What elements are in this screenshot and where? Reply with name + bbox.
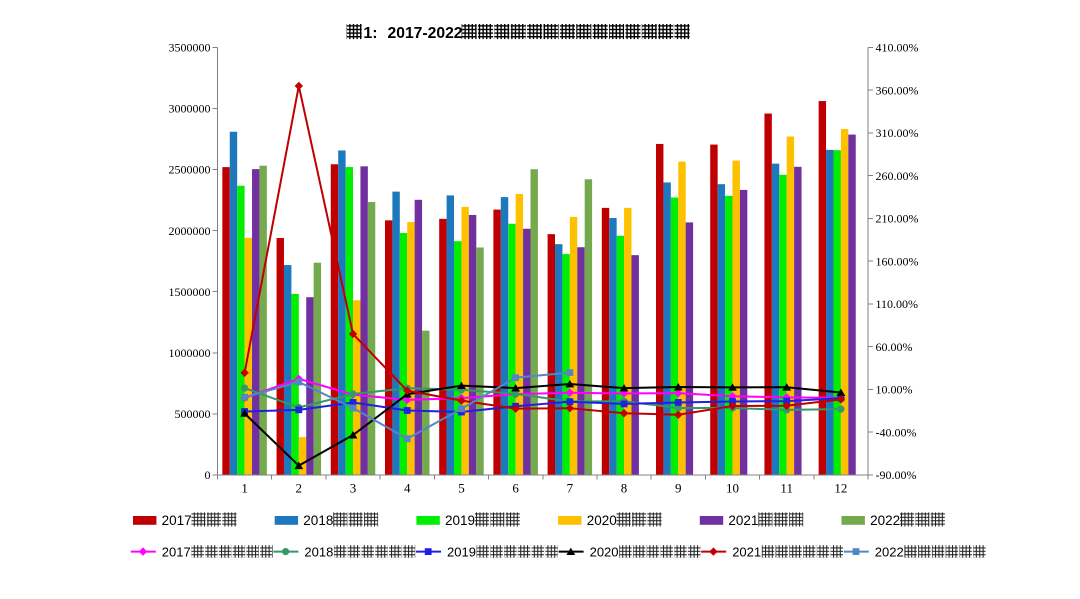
- svg-text:3500000: 3500000: [169, 41, 211, 55]
- svg-text:-40.00%: -40.00%: [876, 425, 917, 439]
- svg-text:7: 7: [567, 481, 574, 496]
- svg-text:2020: 2020: [587, 513, 617, 528]
- svg-text:2017: 2017: [162, 513, 192, 528]
- svg-text:410.00%: 410.00%: [876, 41, 919, 55]
- svg-text:3000000: 3000000: [169, 102, 211, 116]
- svg-text:210.00%: 210.00%: [876, 212, 919, 226]
- svg-text:0: 0: [205, 468, 211, 482]
- svg-text:60.00%: 60.00%: [876, 340, 913, 354]
- svg-text:11: 11: [780, 481, 793, 496]
- svg-text:260.00%: 260.00%: [876, 169, 919, 183]
- svg-text:12: 12: [834, 481, 847, 496]
- svg-text:2022: 2022: [870, 513, 900, 528]
- svg-text:8: 8: [621, 481, 628, 496]
- svg-text:5: 5: [458, 481, 465, 496]
- svg-text:160.00%: 160.00%: [876, 254, 919, 268]
- svg-text:2019: 2019: [447, 544, 476, 559]
- svg-text:2017: 2017: [162, 544, 191, 559]
- svg-text:1000000: 1000000: [169, 346, 211, 360]
- svg-text:2021: 2021: [728, 513, 758, 528]
- svg-text:2000000: 2000000: [169, 224, 211, 238]
- svg-text:3: 3: [350, 481, 357, 496]
- svg-text:6: 6: [512, 481, 519, 496]
- svg-text:10: 10: [726, 481, 739, 496]
- svg-text:1: 1: [241, 481, 248, 496]
- svg-text:110.00%: 110.00%: [876, 297, 919, 311]
- svg-text:9: 9: [675, 481, 682, 496]
- svg-text:360.00%: 360.00%: [876, 83, 919, 97]
- svg-text:2500000: 2500000: [169, 163, 211, 177]
- svg-text:310.00%: 310.00%: [876, 126, 919, 140]
- svg-text:2: 2: [296, 481, 303, 496]
- svg-text:2019: 2019: [445, 513, 475, 528]
- svg-text:2018: 2018: [304, 544, 333, 559]
- svg-text:2018: 2018: [303, 513, 333, 528]
- svg-text:1:: 1:: [363, 25, 377, 42]
- svg-text:2021: 2021: [732, 544, 761, 559]
- svg-text:2017-2022: 2017-2022: [388, 25, 463, 42]
- svg-text:-90.00%: -90.00%: [876, 468, 917, 482]
- svg-text:4: 4: [404, 481, 411, 496]
- svg-text:2022: 2022: [875, 544, 904, 559]
- svg-text:10.00%: 10.00%: [876, 383, 913, 397]
- svg-text:500000: 500000: [175, 407, 211, 421]
- svg-text:1500000: 1500000: [169, 285, 211, 299]
- svg-text:2020: 2020: [590, 544, 619, 559]
